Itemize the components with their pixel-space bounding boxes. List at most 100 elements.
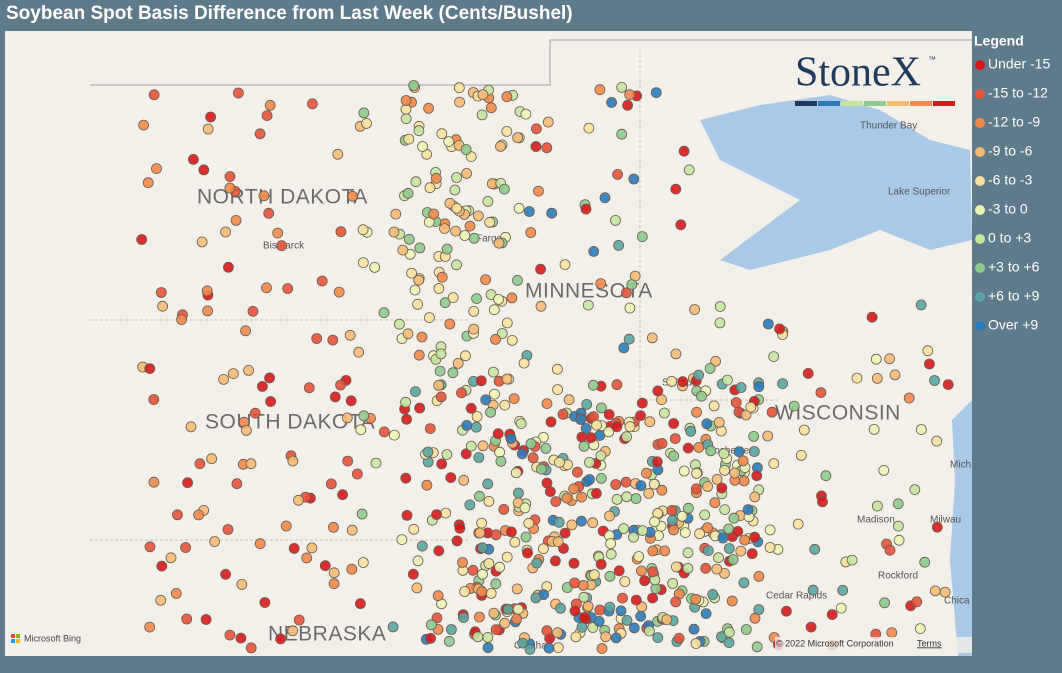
location-dot	[911, 596, 923, 608]
location-dot	[403, 133, 415, 145]
terms-link[interactable]: Terms	[917, 638, 942, 648]
location-dot	[635, 610, 647, 622]
location-dot	[407, 568, 419, 580]
location-dot	[453, 82, 465, 94]
legend-swatch	[975, 234, 985, 244]
location-dot	[807, 584, 819, 596]
location-dot	[666, 375, 678, 387]
place-label: Thunder Bay	[860, 121, 917, 132]
location-dot	[254, 538, 266, 550]
location-dot	[618, 342, 630, 354]
location-dot	[222, 261, 234, 273]
location-dot	[490, 529, 502, 541]
location-dot	[424, 182, 436, 194]
location-dot	[187, 153, 199, 165]
location-dot	[751, 470, 763, 482]
location-dot	[451, 535, 463, 547]
location-dot	[605, 548, 617, 560]
location-dot	[606, 97, 617, 108]
location-dot	[261, 110, 273, 121]
location-dot	[762, 318, 774, 330]
location-dot	[893, 534, 905, 546]
location-dot	[628, 622, 640, 634]
location-dot	[465, 402, 477, 414]
location-dot	[889, 369, 901, 381]
location-dot	[670, 183, 682, 195]
location-dot	[766, 406, 778, 418]
location-dot	[516, 448, 528, 460]
location-dot	[545, 416, 557, 428]
location-dot	[866, 311, 878, 323]
location-dot	[378, 426, 390, 438]
location-dot	[612, 168, 623, 180]
location-dot	[561, 492, 573, 504]
location-dot	[738, 475, 750, 487]
location-dot	[641, 467, 652, 479]
location-dot	[552, 642, 564, 653]
location-dot	[403, 233, 415, 245]
location-dot	[476, 517, 488, 529]
location-dot	[345, 395, 357, 407]
location-dot	[884, 353, 895, 365]
location-dot	[511, 613, 523, 625]
location-dot	[218, 373, 230, 385]
location-dot	[701, 418, 713, 430]
location-dot	[454, 522, 466, 534]
logo-stripe	[910, 101, 932, 106]
location-dot	[433, 379, 445, 391]
legend-swatch	[975, 321, 985, 331]
location-dot	[413, 274, 425, 286]
location-dot	[542, 116, 554, 128]
location-dot	[509, 536, 521, 548]
location-dot	[358, 107, 370, 119]
logo: StoneX	[795, 50, 921, 96]
location-dot	[699, 509, 711, 521]
location-dot	[293, 614, 305, 626]
location-dot	[409, 284, 421, 296]
location-dot	[639, 575, 650, 587]
location-dot	[454, 96, 466, 108]
location-dot	[512, 603, 524, 615]
logo-mark: ™	[928, 55, 936, 64]
legend-label: Over +9	[988, 317, 1038, 333]
location-dot	[353, 346, 365, 358]
location-dot	[749, 491, 761, 503]
location-dot	[914, 623, 926, 634]
location-dot	[646, 332, 658, 344]
location-dot	[670, 596, 682, 608]
location-dot	[652, 632, 664, 643]
location-dot	[487, 366, 499, 378]
location-dot	[559, 527, 571, 539]
location-dot	[764, 524, 776, 536]
location-dot	[668, 450, 680, 462]
location-dot	[328, 567, 340, 579]
location-dot	[397, 244, 409, 256]
location-dot	[878, 464, 890, 476]
location-dot	[774, 323, 785, 335]
location-dot	[155, 594, 167, 606]
location-dot	[423, 312, 435, 324]
location-dot	[588, 379, 599, 391]
location-dot	[552, 536, 564, 548]
place-label: Cedar Rapids	[766, 591, 827, 602]
legend-label: -12 to -9	[988, 114, 1040, 130]
location-dot	[656, 484, 668, 496]
location-dot	[518, 357, 530, 369]
location-dot	[272, 227, 284, 239]
location-dot	[488, 304, 500, 316]
location-dot	[884, 544, 896, 556]
location-dot	[142, 177, 154, 189]
location-dot	[485, 289, 497, 301]
location-dot	[553, 516, 565, 528]
location-dot	[726, 595, 738, 607]
location-dot	[593, 616, 605, 627]
location-dot	[460, 448, 472, 460]
location-dot	[636, 565, 647, 577]
location-dot	[224, 182, 236, 194]
location-dot	[412, 555, 424, 567]
location-dot	[826, 609, 838, 620]
location-dot	[568, 483, 580, 495]
location-dot	[637, 525, 648, 536]
legend-swatch	[975, 118, 985, 128]
location-dot	[275, 633, 287, 645]
